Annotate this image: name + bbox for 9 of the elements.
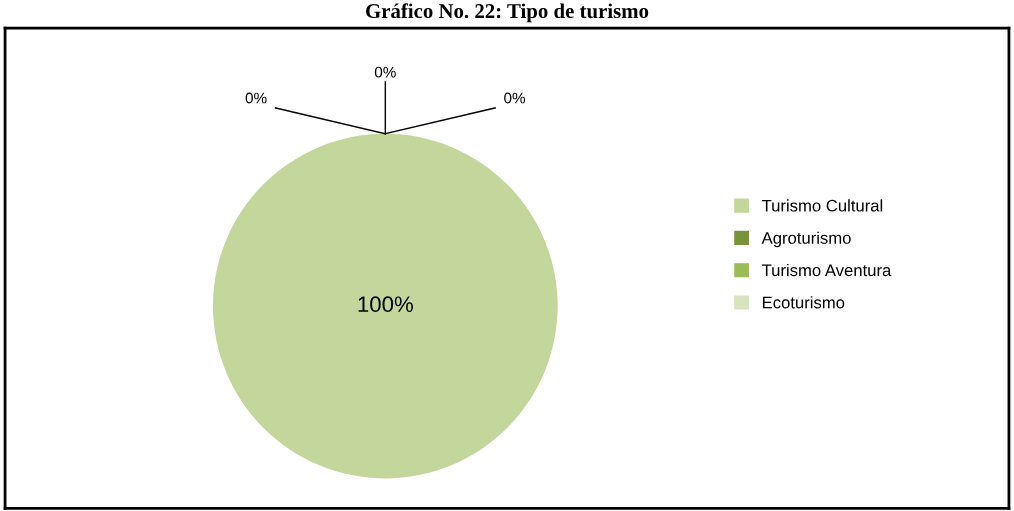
- text: 0%: [245, 92, 267, 104]
- chart-title: Gráfico No. 22: Tipo de turismo: [366, 3, 649, 23]
- legend-label: Turismo Cultural: [761, 199, 883, 212]
- legend-label: Ecoturismo: [762, 296, 845, 309]
- text: 0%: [504, 92, 526, 104]
- legend-label: Agroturismo: [761, 231, 851, 248]
- legend-label: Turismo Aventura: [761, 263, 892, 277]
- text: 0%: [374, 66, 396, 78]
- data-label: 100%: [358, 296, 413, 313]
